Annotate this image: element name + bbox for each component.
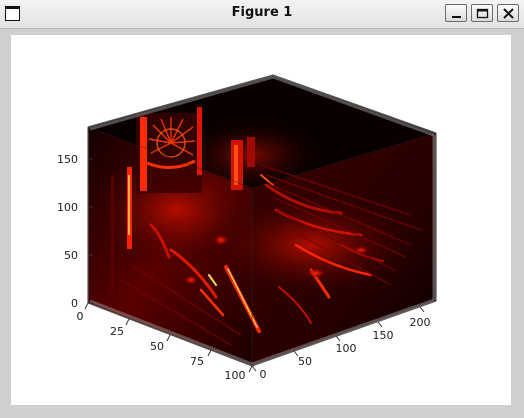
minimize-icon (446, 5, 468, 23)
y-tick-label: 50 (298, 355, 312, 368)
maximize-icon (472, 5, 494, 23)
z-tick-label: 0 (71, 297, 78, 310)
x-tick-label: 75 (190, 355, 204, 368)
title-bar[interactable]: Figure 1 (0, 0, 524, 29)
x-tick-label: 50 (150, 340, 164, 353)
z-tick-label: 50 (64, 249, 78, 262)
plot-3d: 0 50 100 150 0 25 50 75 100 (11, 35, 511, 405)
z-tick-label: 100 (57, 201, 78, 214)
y-tick-label: 0 (260, 368, 267, 381)
z-tick-label: 150 (57, 153, 78, 166)
x-tick-label: 0 (77, 310, 84, 323)
figure-canvas[interactable]: 0 50 100 150 0 25 50 75 100 (11, 35, 511, 405)
close-button[interactable] (497, 4, 519, 22)
y-tick-label: 200 (410, 316, 431, 329)
y-tick-label: 100 (336, 342, 357, 355)
maximize-button[interactable] (471, 4, 493, 22)
minimize-button[interactable] (445, 4, 467, 22)
x-tick-label: 25 (110, 325, 124, 338)
close-icon (498, 5, 520, 23)
y-tick-label: 150 (373, 329, 394, 342)
x-tick-label: 100 (225, 369, 246, 382)
